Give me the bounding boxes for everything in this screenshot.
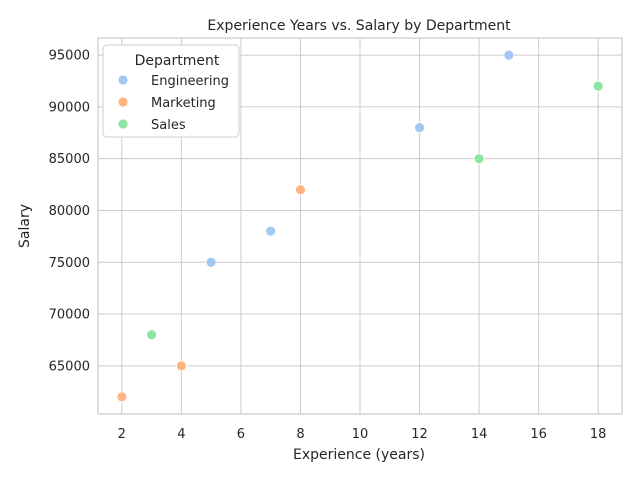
legend-marker-marketing <box>117 96 129 108</box>
legend: Department Engineering Marketing Sales <box>102 44 240 138</box>
legend-box <box>102 44 240 138</box>
x-tick-label: 2 <box>118 427 126 442</box>
y-tick-label: 90000 <box>49 100 90 115</box>
point-sales <box>146 329 157 341</box>
chart-title: Experience Years vs. Salary by Departmen… <box>207 18 511 34</box>
x-tick-label: 6 <box>237 427 245 442</box>
x-tick-label: 14 <box>471 427 488 442</box>
point-sales <box>592 80 604 92</box>
y-tick-label: 75000 <box>49 256 90 271</box>
point-marketing <box>295 184 306 196</box>
y-tick-label: 95000 <box>49 49 90 64</box>
y-axis-label: Salary <box>17 204 33 248</box>
point-engineering <box>503 49 515 61</box>
legend-marker-sales <box>117 118 129 130</box>
x-tick-label: 16 <box>530 427 547 442</box>
y-tick-label: 85000 <box>49 152 90 167</box>
plot-frame <box>97 37 623 415</box>
y-tick-label: 80000 <box>49 204 90 219</box>
x-tick-label: 4 <box>177 427 185 442</box>
legend-label-marketing: Marketing <box>151 96 216 111</box>
point-marketing <box>175 360 187 372</box>
y-tick-label: 65000 <box>49 359 90 374</box>
legend-label-engineering: Engineering <box>151 74 229 89</box>
legend-title: Department <box>135 53 220 69</box>
x-tick-label: 8 <box>296 427 304 442</box>
point-engineering <box>265 225 277 237</box>
legend-label-sales: Sales <box>151 118 186 133</box>
point-engineering <box>414 122 425 133</box>
y-tick-label: 70000 <box>49 308 90 323</box>
legend-marker-engineering <box>117 74 129 86</box>
grid-lines <box>98 38 622 414</box>
data-points <box>116 49 604 403</box>
point-sales <box>473 153 485 165</box>
tick-labels: 2 4 6 8 10 12 14 16 18 65000 70000 75000 80000 85000 9… <box>49 49 607 442</box>
x-tick-label: 18 <box>590 427 607 442</box>
x-axis-label: Experience (years) <box>293 447 425 463</box>
x-tick-label: 12 <box>411 427 428 442</box>
x-tick-label: 10 <box>352 427 369 442</box>
point-marketing <box>116 391 128 403</box>
point-engineering <box>205 256 217 268</box>
